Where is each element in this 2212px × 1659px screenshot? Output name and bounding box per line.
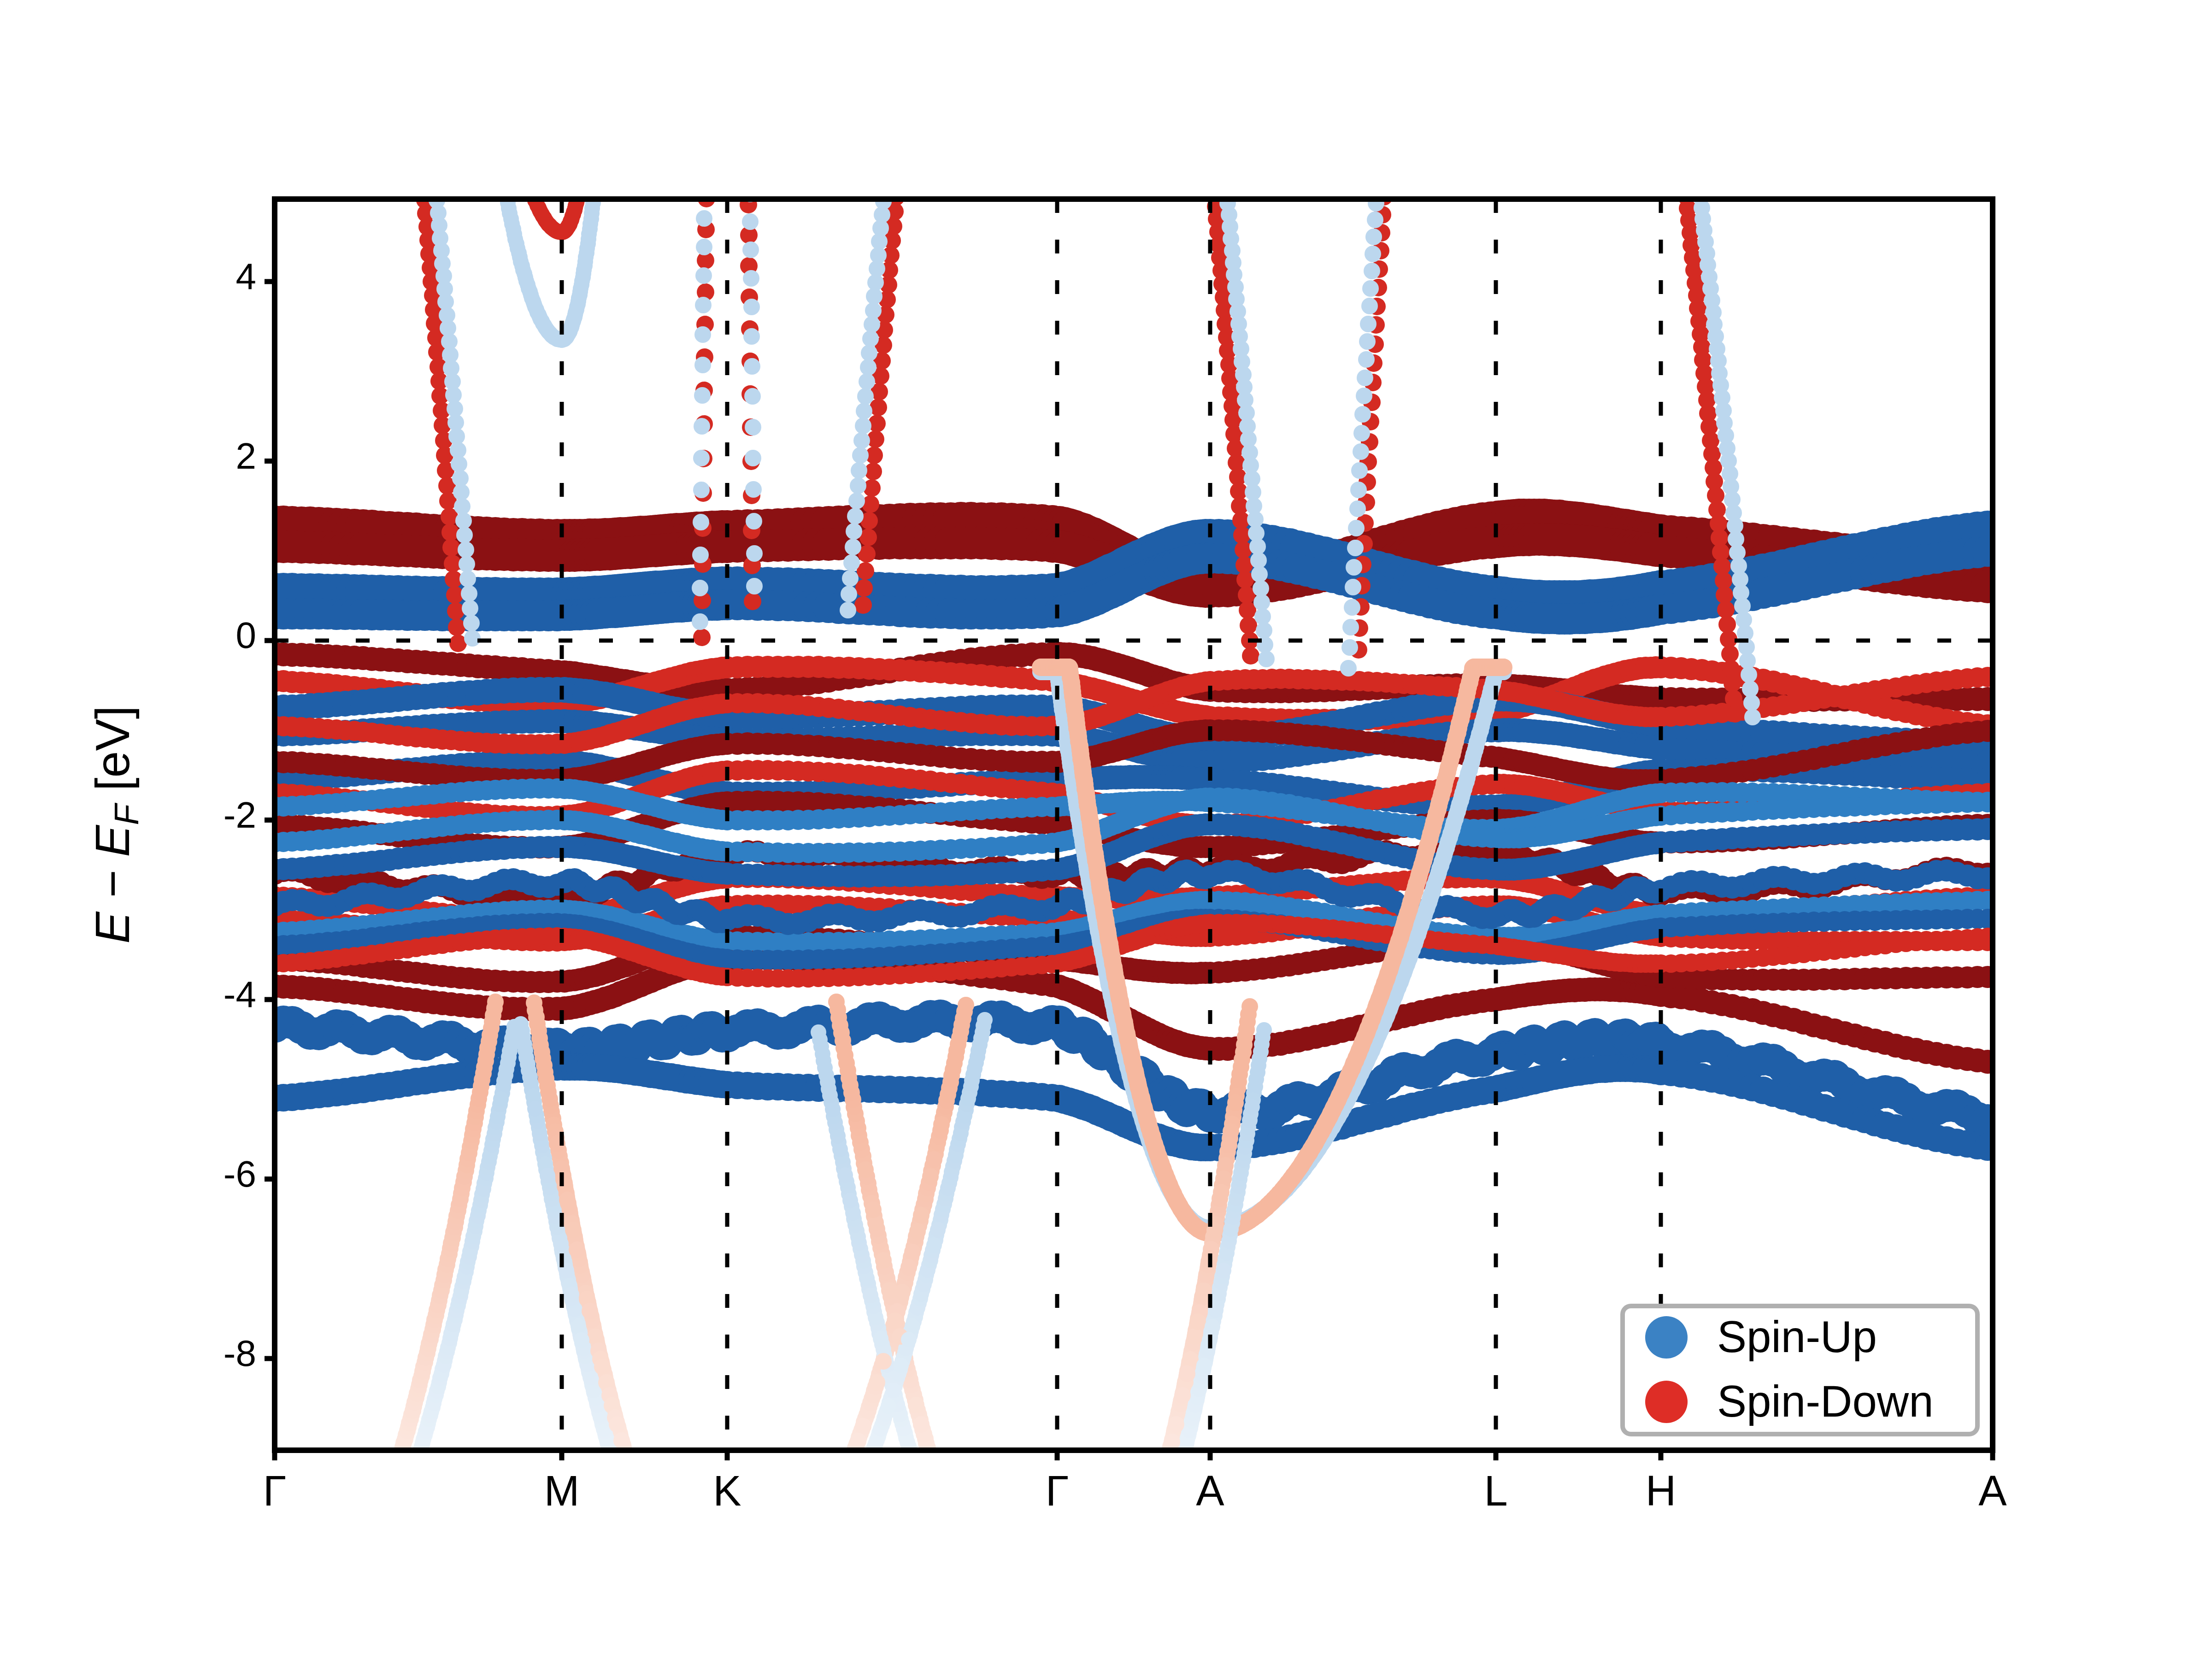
- svg-text:2: 2: [236, 435, 257, 477]
- svg-text:-2: -2: [224, 794, 256, 835]
- svg-text:L: L: [1484, 1467, 1507, 1514]
- svg-text:Γ: Γ: [263, 1467, 287, 1514]
- svg-text:A: A: [1978, 1467, 2007, 1514]
- svg-text:-4: -4: [224, 974, 256, 1015]
- svg-text:Spin-Up: Spin-Up: [1717, 1312, 1877, 1361]
- svg-text:H: H: [1646, 1467, 1676, 1514]
- svg-text:A: A: [1196, 1467, 1224, 1514]
- svg-text:M: M: [544, 1467, 580, 1514]
- svg-text:4: 4: [236, 256, 257, 297]
- svg-text:0: 0: [236, 615, 257, 656]
- svg-text:Spin-Down: Spin-Down: [1717, 1377, 1934, 1426]
- svg-text:-6: -6: [224, 1153, 256, 1194]
- svg-text:Γ: Γ: [1046, 1467, 1069, 1514]
- svg-text:-8: -8: [224, 1333, 256, 1374]
- svg-text:K: K: [713, 1467, 741, 1514]
